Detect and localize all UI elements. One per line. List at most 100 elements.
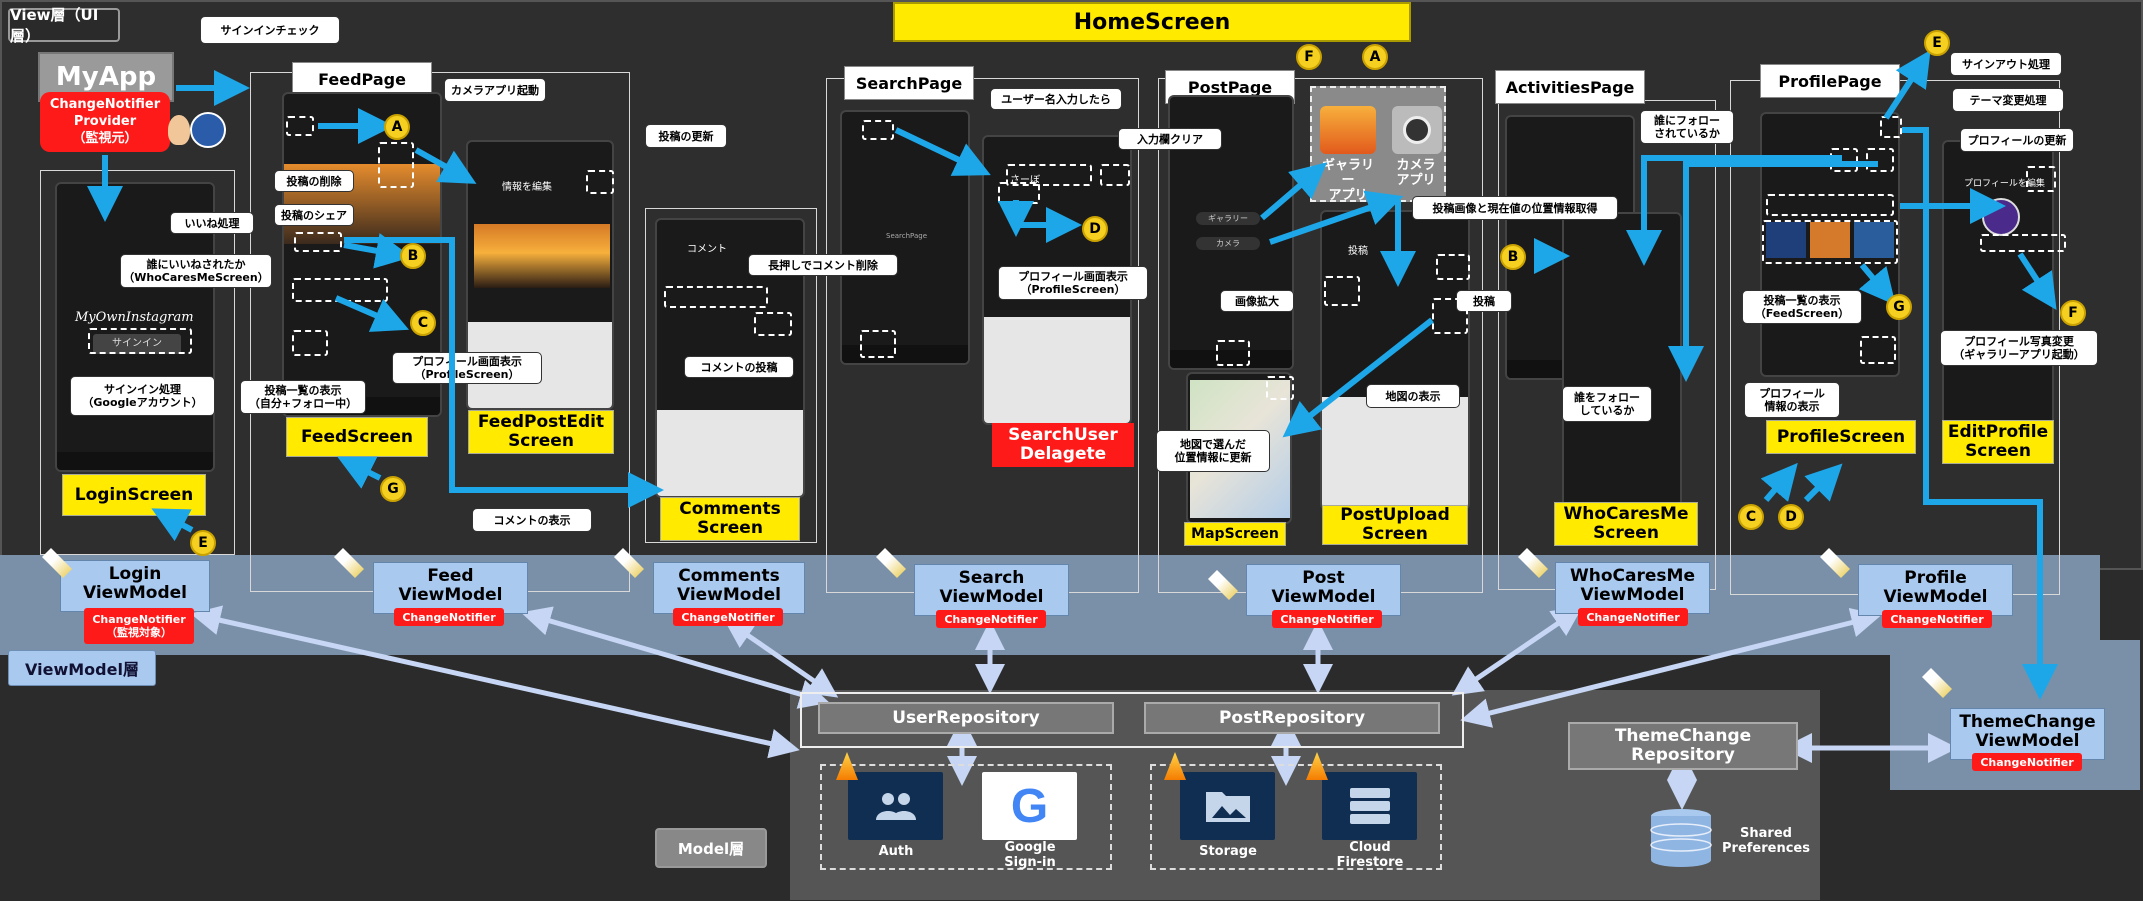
map-confirm-highlight [1266, 376, 1294, 400]
post-upload-screen-label: PostUpload Screen [1322, 505, 1468, 545]
post-repository: PostRepository [1144, 702, 1440, 734]
search-input-highlight [1006, 164, 1092, 186]
user-services-group [820, 764, 1112, 870]
user-repository: UserRepository [818, 702, 1114, 734]
theme-change-repository: ThemeChange Repository [1568, 722, 1798, 770]
note-signin: サインイン処理 （Googleアカウント） [70, 376, 215, 416]
activities-page-title: ActivitiesPage [1495, 70, 1645, 104]
login-viewmodel: Login ViewModel [60, 560, 210, 612]
note-signout: サインアウト処理 [1950, 52, 2062, 76]
shared-preferences-icon [1648, 808, 1714, 868]
note-long-press-delete: 長押しでコメント削除 [748, 254, 898, 276]
home-tab-highlight [292, 330, 328, 356]
comment-send-highlight [754, 312, 792, 336]
comments-frame [645, 208, 817, 543]
arrow-signout [1883, 49, 1931, 120]
post-tab-highlight [1216, 340, 1250, 366]
like-highlight [294, 232, 342, 252]
arrow-comments-repo [723, 618, 839, 698]
profile-screen-label: ProfileScreen [1766, 420, 1916, 454]
post-keyboard [1322, 397, 1468, 508]
view-layer-label: View層（UI層） [8, 6, 120, 45]
arrow-login-user [190, 605, 800, 759]
note-post-update: 投稿の更新 [645, 124, 727, 148]
whocaresme-change-notifier: ChangeNotifier [1578, 608, 1688, 626]
gallery-button[interactable]: ギャラリー [1196, 212, 1260, 225]
change-notifier-provider: ChangeNotifier Provider （監視元） [40, 92, 170, 152]
viewmodel-layer-label: ViewModel層 [8, 650, 156, 686]
bike-character-icon [190, 112, 226, 148]
profile-info-highlight [1766, 194, 1894, 216]
profile-page-title: ProfilePage [1760, 64, 1900, 98]
auth-icon [848, 772, 943, 840]
note-get-image-location: 投稿画像と現在値の位置情報取得 [1412, 196, 1618, 220]
comments-screen-label: Comments Screen [660, 497, 800, 541]
post-menu-highlight [378, 142, 414, 188]
arrow-e [151, 508, 194, 542]
note-clear-input: 入力欄クリア [1118, 128, 1222, 150]
profile-tab-highlight [1860, 336, 1896, 364]
themechange-change-notifier: ChangeNotifier [1972, 753, 2082, 771]
feed-viewmodel: Feed ViewModel [373, 562, 528, 614]
note-like: いいね処理 [170, 212, 254, 234]
search-change-notifier: ChangeNotifier [936, 610, 1046, 628]
profile-thumb-1 [1766, 222, 1806, 258]
arrow-search [894, 127, 991, 176]
note-post-list-2: 投稿一覧の表示 （FeedScreen） [1742, 290, 1862, 324]
arrow-comments [344, 237, 664, 508]
note-comment-show: コメントの表示 [472, 508, 592, 532]
camera-app-label: カメラ アプリ [1396, 158, 1436, 188]
arrow-d [1803, 463, 1843, 503]
arrow-g [337, 456, 382, 489]
save-post-highlight [586, 170, 614, 194]
camera-button[interactable]: カメラ [1196, 237, 1260, 250]
marker-a-1: A [384, 114, 410, 140]
comments-change-notifier: ChangeNotifier [673, 608, 783, 626]
search-query-text: さーぼ [1010, 175, 1040, 186]
note-map-update: 地図で選んだ 位置情報に更新 [1156, 430, 1270, 472]
arrow-followed-by [1626, 155, 1842, 266]
note-profile-photo: プロフィール写真変更 （ギャラリーアプリ起動） [1940, 330, 2098, 366]
edit-post-image [474, 224, 610, 288]
google-icon: G [982, 772, 1077, 840]
firestore-icon [1322, 772, 1417, 840]
arrow-profile [334, 295, 410, 332]
arrow-like [343, 233, 412, 269]
map-screen-label: MapScreen [1184, 522, 1286, 546]
arrow-camera-app [1269, 190, 1404, 245]
profile-viewmodel: Profile ViewModel [1858, 564, 2013, 616]
gallery-app-label: ギャラリー アプリ [1321, 158, 1374, 203]
note-post-delete: 投稿の削除 [274, 170, 354, 192]
marker-b-1: B [400, 243, 426, 269]
note-followed-by: 誰にフォロー されているか [1640, 110, 1734, 144]
camera-icon-highlight [286, 116, 314, 136]
search-viewmodel: Search ViewModel [914, 564, 1069, 616]
note-following: 誰をフォロー しているか [1562, 386, 1652, 422]
marker-e-2: E [1924, 30, 1950, 56]
comments-keyboard [657, 410, 803, 496]
marker-b-2: B [1500, 244, 1526, 270]
post-viewmodel: Post ViewModel [1246, 564, 1401, 616]
marker-c-1: C [410, 310, 436, 336]
home-screen-title: HomeScreen [893, 2, 1411, 42]
marker-d-2: D [1778, 504, 1804, 530]
marker-f-2: F [2060, 300, 2086, 326]
edit-profile-title: プロフィールを編集 [1964, 179, 2045, 189]
who-cares-me-phone [1562, 212, 1682, 507]
search-keyboard [984, 317, 1130, 423]
feed-page-title: FeedPage [292, 62, 432, 96]
post-change-notifier: ChangeNotifier [1272, 610, 1382, 628]
arrow-gallery [1260, 162, 1328, 221]
arrow-edit [414, 147, 477, 184]
who-cares-me-screen-label: WhoCaresMe Screen [1554, 502, 1698, 546]
profile-thumb-3 [1854, 222, 1894, 258]
upload-submit-highlight [1436, 254, 1470, 280]
whocaresme-viewmodel: WhoCaresMe ViewModel [1555, 562, 1710, 614]
arrow-whocares-repo [1451, 606, 1583, 696]
signin-button[interactable]: サインイン [93, 334, 181, 354]
profile-thumb-2 [1810, 222, 1850, 258]
search-field-highlight [862, 120, 894, 140]
marker-a-2: A [1362, 44, 1388, 70]
comments-viewmodel: Comments ViewModel [653, 562, 805, 614]
